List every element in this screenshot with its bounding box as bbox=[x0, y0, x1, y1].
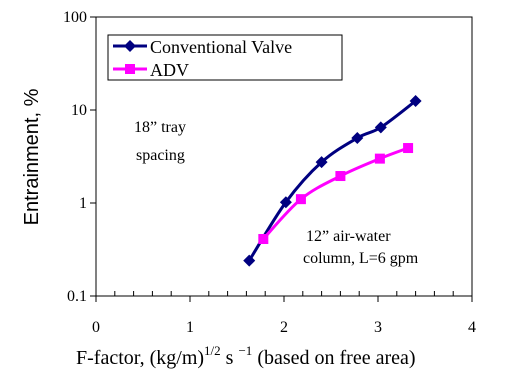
x-tick-label: 3 bbox=[374, 319, 382, 336]
y-tick-label: 100 bbox=[63, 9, 87, 26]
annotation-tray-spacing-line-1: 18” tray bbox=[134, 119, 186, 136]
y-axis-label: Entrainment, % bbox=[21, 88, 43, 225]
legend-marker-adv bbox=[125, 64, 135, 74]
y-axis-ticks: 0.1 1 10 100 bbox=[63, 9, 96, 305]
data-point-adv bbox=[258, 234, 269, 245]
legend-box bbox=[107, 34, 343, 81]
annotation-column-line-2: column, L=6 gpm bbox=[303, 250, 419, 267]
y-tick-label: 10 bbox=[71, 102, 87, 119]
x-axis-ticks: 0 1 2 3 4 bbox=[92, 291, 476, 336]
y-tick-label: 0.1 bbox=[67, 288, 87, 305]
annotation-column-line-1: 12” air-water bbox=[306, 228, 391, 245]
data-point-adv bbox=[374, 153, 385, 164]
x-axis-label-main: F-factor, (kg/m) bbox=[76, 347, 204, 369]
data-point-adv bbox=[403, 143, 414, 154]
x-tick-label: 1 bbox=[186, 319, 194, 336]
series-layer bbox=[243, 94, 422, 267]
data-point-adv bbox=[335, 171, 346, 182]
x-tick-label: 2 bbox=[280, 319, 288, 336]
annotation-column: 12” air-water column, L=6 gpm bbox=[303, 228, 419, 267]
data-point-conventional bbox=[351, 131, 364, 144]
data-point-conventional bbox=[315, 156, 328, 169]
x-axis-label: F-factor, (kg/m)1/2 s −1 (based on free … bbox=[76, 343, 416, 369]
legend-label-conventional: Conventional Valve bbox=[150, 37, 292, 57]
x-axis-label-sup1: 1/2 bbox=[204, 343, 221, 358]
legend-marker-conventional bbox=[124, 40, 136, 52]
data-point-conventional bbox=[409, 94, 422, 107]
data-point-conventional bbox=[279, 196, 292, 209]
x-tick-label: 4 bbox=[468, 319, 476, 336]
data-point-adv bbox=[295, 194, 306, 205]
legend: Conventional Valve ADV bbox=[107, 34, 343, 81]
legend-label-adv: ADV bbox=[150, 60, 189, 80]
y-tick-label: 1 bbox=[79, 195, 87, 212]
data-point-conventional bbox=[374, 121, 387, 134]
x-axis-label-mid: s bbox=[221, 347, 239, 369]
data-point-conventional bbox=[243, 254, 256, 267]
annotation-tray-spacing-line-2: spacing bbox=[136, 147, 185, 164]
x-axis-label-sup2: −1 bbox=[238, 343, 252, 358]
x-axis-label-tail: (based on free area) bbox=[252, 347, 415, 369]
annotation-tray-spacing: 18” tray spacing bbox=[134, 119, 190, 164]
x-tick-label: 0 bbox=[92, 319, 100, 336]
